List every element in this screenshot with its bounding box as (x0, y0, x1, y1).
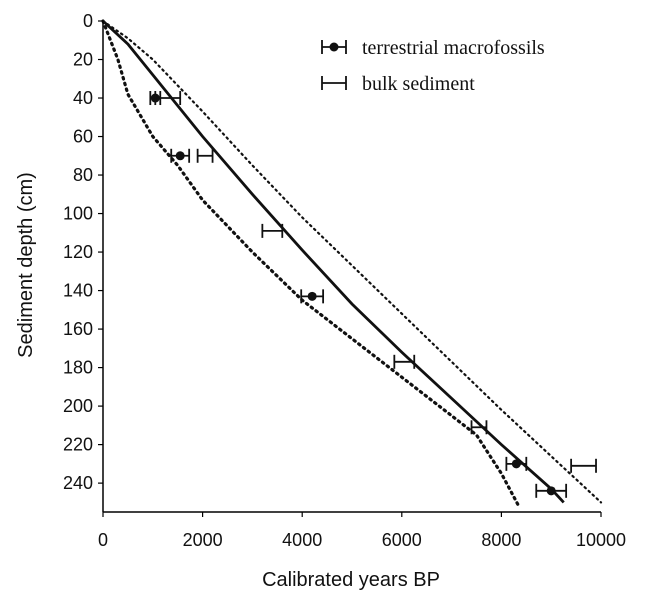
macrofossil-point (300, 289, 325, 304)
macrofossil-dot (511, 459, 521, 469)
y-tick-label: 240 (63, 473, 93, 493)
data-points (149, 91, 597, 498)
macrofossil-dot (546, 486, 556, 496)
y-tick-label: 120 (63, 242, 93, 262)
age-depth-model-line (102, 19, 565, 504)
legend-label: terrestrial macrofossils (362, 37, 545, 59)
bulk-sediment-point (470, 420, 488, 435)
y-tick-label: 0 (83, 11, 93, 31)
bulk-sediment-point (570, 458, 597, 473)
macrofossil-point (535, 483, 568, 498)
y-axis-title: Sediment depth (cm) (15, 172, 37, 358)
x-tick-label: 4000 (282, 530, 322, 550)
y-tick-label: 160 (63, 319, 93, 339)
x-tick-label: 6000 (382, 530, 422, 550)
legend-label: bulk sediment (362, 73, 475, 95)
bulk-sediment-point (261, 223, 284, 238)
legend-dot (329, 42, 339, 52)
x-tick-label: 2000 (183, 530, 223, 550)
y-tick-label: 40 (73, 88, 93, 108)
legend: terrestrial macrofossils bulk sediment (321, 37, 545, 95)
x-tick-label: 10000 (576, 530, 626, 550)
y-tick-label: 80 (73, 165, 93, 185)
confidence-upper-line (101, 19, 603, 504)
y-tick-label: 60 (73, 127, 93, 147)
bulk-sediment-point (154, 91, 182, 106)
macrofossil-point (170, 148, 191, 163)
y-tick-label: 200 (63, 396, 93, 416)
x-axis-title: Calibrated years BP (262, 569, 440, 591)
x-tick-label: 0 (98, 530, 108, 550)
age-depth-model (102, 19, 565, 504)
y-tick-label: 100 (63, 204, 93, 224)
bulk-sediment-point (393, 354, 416, 369)
macrofossil-dot (307, 291, 317, 301)
macrofossil-dot (175, 151, 185, 161)
axes: 0 2000 4000 6000 8000 10000 0 20 40 60 80 100 120 140… (63, 11, 626, 550)
y-tick-label: 180 (63, 358, 93, 378)
x-tick-label: 8000 (481, 530, 521, 550)
confidence-bands (101, 19, 603, 508)
bulk-sediment-point (196, 148, 214, 163)
y-tick-label: 20 (73, 50, 93, 70)
macrofossil-point (505, 456, 528, 471)
y-tick-label: 220 (63, 435, 93, 455)
y-tick-label: 140 (63, 281, 93, 301)
